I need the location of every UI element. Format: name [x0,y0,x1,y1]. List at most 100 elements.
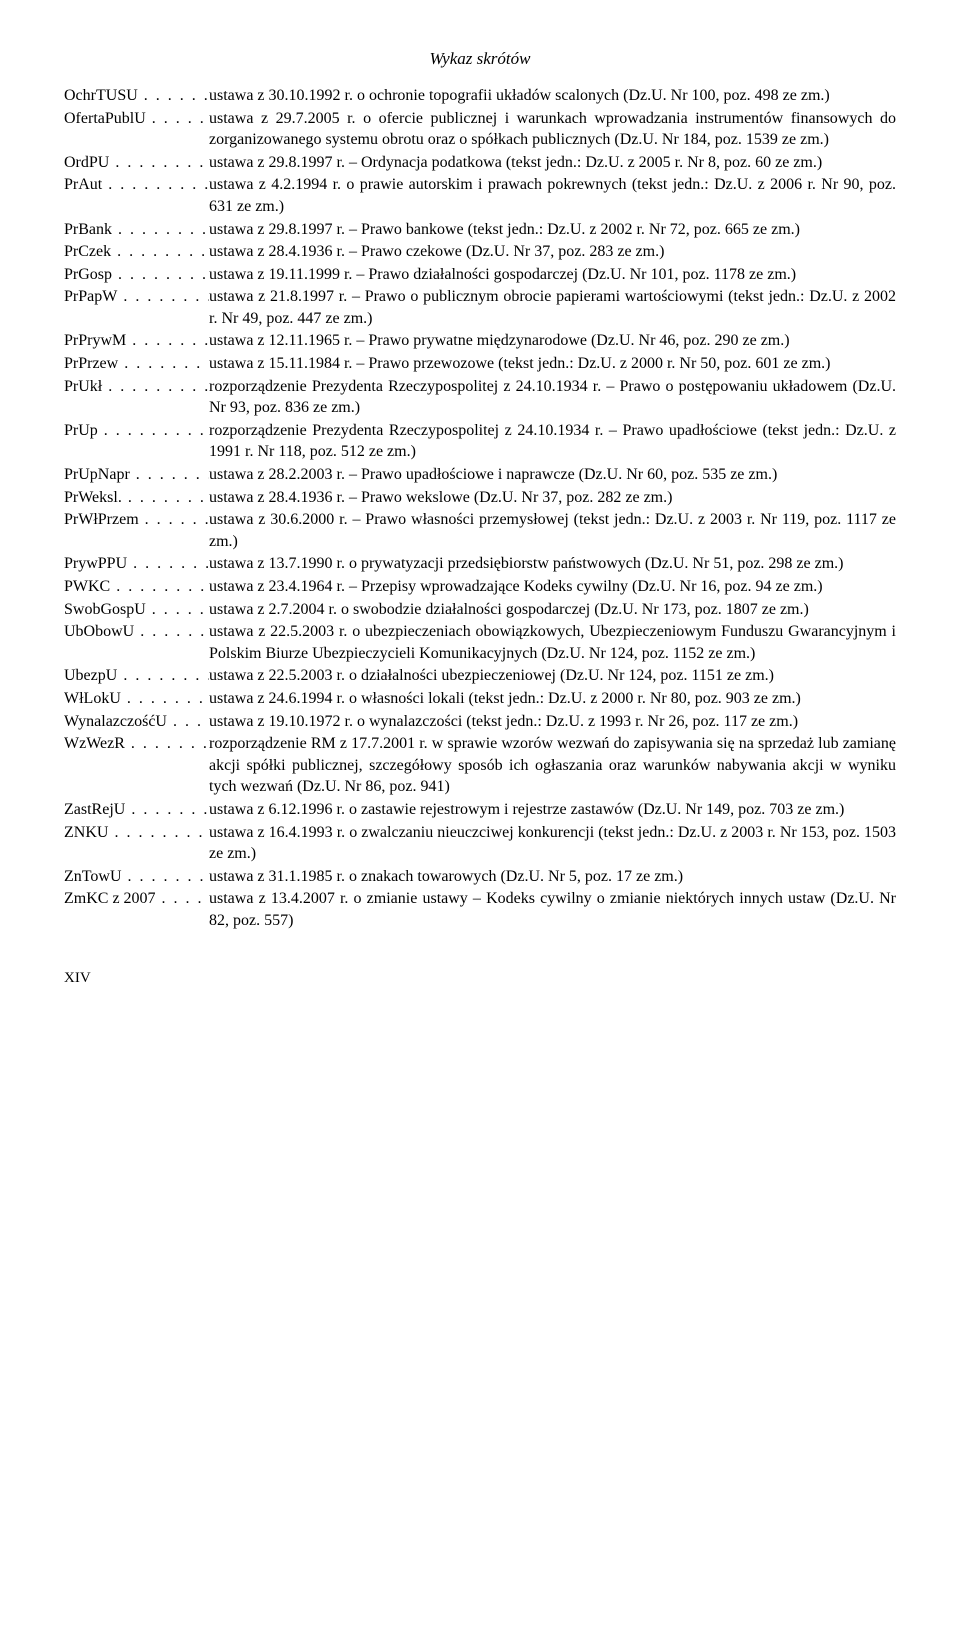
page-header: Wykaz skrótów [64,48,896,71]
leader-dots: . . . . . . . . . . . . . . . . . . . . [102,176,209,193]
abbreviation-term: ZmKC z 2007 . . . . . . . . . . . . . . … [64,888,209,910]
abbreviation-label: PrUkł [64,378,102,395]
abbreviation-term: PrUp . . . . . . . . . . . . . . . . . .… [64,420,209,442]
abbreviation-entry: PWKC . . . . . . . . . . . . . . . . . .… [64,576,896,598]
abbreviation-description: ustawa z 29.8.1997 r. – Prawo bankowe (t… [209,219,896,241]
abbreviation-label: WłLokU [64,690,121,707]
abbreviation-label: ZastRejU [64,801,125,818]
abbreviation-label: OrdPU [64,154,109,171]
abbreviation-term: WłLokU . . . . . . . . . . . . . . . . .… [64,688,209,710]
abbreviation-label: SwobGospU [64,601,146,618]
abbreviation-description: ustawa z 30.10.1992 r. o ochronie topogr… [209,85,896,107]
leader-dots: . . . . . . . . . . . . . . . . . . . . [98,422,209,439]
abbreviation-description: rozporządzenie RM z 17.7.2001 r. w spraw… [209,733,896,798]
abbreviation-label: WzWezR [64,735,125,752]
abbreviation-description: ustawa z 12.11.1965 r. – Prawo prywatne … [209,330,896,352]
abbreviation-term: PrywPPU . . . . . . . . . . . . . . . . … [64,553,209,575]
abbreviation-description: rozporządzenie Prezydenta Rzeczypospolit… [209,420,896,463]
abbreviation-entry: PrAut . . . . . . . . . . . . . . . . . … [64,174,896,217]
abbreviation-label: ZNKU [64,824,108,841]
abbreviation-entry: WłLokU . . . . . . . . . . . . . . . . .… [64,688,896,710]
abbreviation-term: UbObowU . . . . . . . . . . . . . . . . … [64,621,209,643]
abbreviation-description: ustawa z 28.4.1936 r. – Prawo czekowe (D… [209,241,896,263]
abbreviation-entry: PrWłPrzem . . . . . . . . . . . . . . . … [64,509,896,552]
leader-dots: . . . . . . . . . . . . . . . . . . . . [125,801,209,818]
abbreviation-label: PrWłPrzem [64,511,139,528]
abbreviation-entry: ZNKU . . . . . . . . . . . . . . . . . .… [64,822,896,865]
abbreviation-entry: ZnTowU . . . . . . . . . . . . . . . . .… [64,866,896,888]
abbreviation-description: ustawa z 28.2.2003 r. – Prawo upadłościo… [209,464,896,486]
abbreviation-label: PrWeksl. [64,489,122,506]
abbreviation-term: WynalazczośćU . . . . . . . . . . . . . … [64,711,209,733]
abbreviation-label: OchrTUSU [64,87,138,104]
abbreviation-term: ZNKU . . . . . . . . . . . . . . . . . .… [64,822,209,844]
abbreviation-label: PrAut [64,176,102,193]
abbreviation-term: PrPrywM . . . . . . . . . . . . . . . . … [64,330,209,352]
leader-dots: . . . . . . . . . . . . . . . . . . . . [102,378,209,395]
abbreviation-description: ustawa z 29.8.1997 r. – Ordynacja podatk… [209,152,896,174]
abbreviation-entry: PrUp . . . . . . . . . . . . . . . . . .… [64,420,896,463]
abbreviation-label: PWKC [64,578,110,595]
abbreviation-term: PrGosp . . . . . . . . . . . . . . . . .… [64,264,209,286]
leader-dots: . . . . . . . . . . . . . . . . . . . . [117,288,209,305]
abbreviation-term: UbezpU . . . . . . . . . . . . . . . . .… [64,665,209,687]
abbreviation-label: ZmKC z 2007 [64,890,156,907]
abbreviation-description: ustawa z 30.6.2000 r. – Prawo własności … [209,509,896,552]
abbreviation-description: ustawa z 2.7.2004 r. o swobodzie działal… [209,599,896,621]
abbreviation-description: ustawa z 13.7.1990 r. o prywatyzacji prz… [209,553,896,575]
abbreviation-entry: PrBank . . . . . . . . . . . . . . . . .… [64,219,896,241]
leader-dots: . . . . . . . . . . . . . . . . . . . . [112,221,209,238]
abbreviation-entry: UbObowU . . . . . . . . . . . . . . . . … [64,621,896,664]
abbreviation-entry: WzWezR . . . . . . . . . . . . . . . . .… [64,733,896,798]
abbreviation-term: PWKC . . . . . . . . . . . . . . . . . .… [64,576,209,598]
leader-dots: . . . . . . . . . . . . . . . . . . . . [146,110,209,127]
abbreviation-label: UbObowU [64,623,134,640]
abbreviation-entry: PrUkł . . . . . . . . . . . . . . . . . … [64,376,896,419]
abbreviation-label: PrCzek [64,243,111,260]
abbreviation-description: ustawa z 4.2.1994 r. o prawie autorskim … [209,174,896,217]
abbreviation-entry: SwobGospU . . . . . . . . . . . . . . . … [64,599,896,621]
abbreviation-term: PrBank . . . . . . . . . . . . . . . . .… [64,219,209,241]
abbreviation-description: ustawa z 29.7.2005 r. o ofercie publiczn… [209,108,896,151]
leader-dots: . . . . . . . . . . . . . . . . . . . . [156,890,209,907]
leader-dots: . . . . . . . . . . . . . . . . . . . . [110,578,209,595]
leader-dots: . . . . . . . . . . . . . . . . . . . . [108,824,209,841]
abbreviation-term: PrPrzew . . . . . . . . . . . . . . . . … [64,353,209,375]
abbreviation-entry: ZmKC z 2007 . . . . . . . . . . . . . . … [64,888,896,931]
leader-dots: . . . . . . . . . . . . . . . . . . . . [167,713,209,730]
abbreviation-label: WynalazczośćU [64,713,167,730]
abbreviation-description: ustawa z 19.11.1999 r. – Prawo działalno… [209,264,896,286]
abbreviation-list: OchrTUSU . . . . . . . . . . . . . . . .… [64,85,896,932]
leader-dots: . . . . . . . . . . . . . . . . . . . . [134,623,209,640]
abbreviation-description: ustawa z 21.8.1997 r. – Prawo o publiczn… [209,286,896,329]
leader-dots: . . . . . . . . . . . . . . . . . . . . [122,868,209,885]
abbreviation-entry: OrdPU . . . . . . . . . . . . . . . . . … [64,152,896,174]
leader-dots: . . . . . . . . . . . . . . . . . . . . [118,355,209,372]
abbreviation-entry: PrPrzew . . . . . . . . . . . . . . . . … [64,353,896,375]
abbreviation-term: PrUpNapr . . . . . . . . . . . . . . . .… [64,464,209,486]
page-number: XIV [64,968,896,988]
abbreviation-term: PrAut . . . . . . . . . . . . . . . . . … [64,174,209,196]
leader-dots: . . . . . . . . . . . . . . . . . . . . [109,154,209,171]
abbreviation-description: ustawa z 24.6.1994 r. o własności lokali… [209,688,896,710]
leader-dots: . . . . . . . . . . . . . . . . . . . . [127,555,209,572]
leader-dots: . . . . . . . . . . . . . . . . . . . . [112,266,209,283]
abbreviation-entry: PrPrywM . . . . . . . . . . . . . . . . … [64,330,896,352]
leader-dots: . . . . . . . . . . . . . . . . . . . . [125,735,209,752]
abbreviation-label: UbezpU [64,667,117,684]
abbreviation-term: OrdPU . . . . . . . . . . . . . . . . . … [64,152,209,174]
leader-dots: . . . . . . . . . . . . . . . . . . . . [111,243,209,260]
abbreviation-label: PrPrywM [64,332,126,349]
abbreviation-entry: PrUpNapr . . . . . . . . . . . . . . . .… [64,464,896,486]
abbreviation-label: PrPrzew [64,355,118,372]
abbreviation-description: ustawa z 22.5.2003 r. o działalności ube… [209,665,896,687]
leader-dots: . . . . . . . . . . . . . . . . . . . . [146,601,209,618]
abbreviation-description: ustawa z 13.4.2007 r. o zmianie ustawy –… [209,888,896,931]
abbreviation-term: ZnTowU . . . . . . . . . . . . . . . . .… [64,866,209,888]
abbreviation-term: PrWeksl. . . . . . . . . . . . . . . . .… [64,487,209,509]
abbreviation-label: ZnTowU [64,868,122,885]
abbreviation-description: ustawa z 6.12.1996 r. o zastawie rejestr… [209,799,896,821]
abbreviation-description: ustawa z 31.1.1985 r. o znakach towarowy… [209,866,896,888]
abbreviation-term: PrUkł . . . . . . . . . . . . . . . . . … [64,376,209,398]
abbreviation-description: ustawa z 23.4.1964 r. – Przepisy wprowad… [209,576,896,598]
